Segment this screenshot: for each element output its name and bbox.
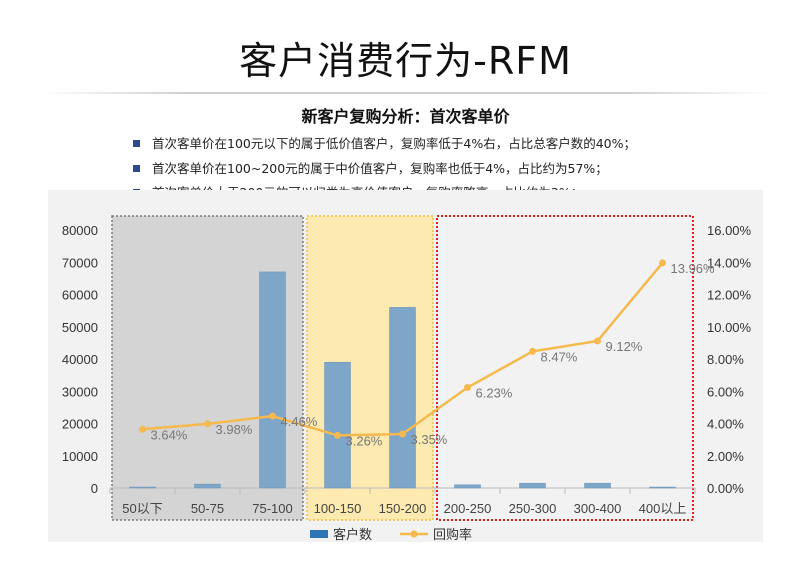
page-title: 客户消费行为-RFM	[239, 39, 572, 83]
y-right-tick-label: 8.00%	[707, 352, 744, 367]
data-label: 13.96%	[671, 261, 716, 276]
y-right-tick-label: 0.00%	[707, 481, 744, 496]
y-right-tick-label: 4.00%	[707, 417, 744, 432]
y-left-tick-label: 50000	[62, 320, 98, 335]
line-point	[594, 337, 601, 345]
x-tick-label: 400以上	[639, 501, 687, 516]
bar-customers	[454, 484, 481, 489]
data-label: 8.47%	[541, 349, 578, 364]
y-left-tick-label: 0	[91, 481, 98, 496]
bar-customers	[129, 486, 156, 489]
bar-customers	[324, 361, 351, 489]
y-left-tick-label: 80000	[62, 223, 98, 238]
x-tick-label: 50-75	[191, 501, 224, 516]
square-bullet-icon	[133, 140, 140, 147]
x-tick-label: 300-400	[574, 501, 622, 516]
data-label: 3.35%	[411, 432, 448, 447]
bullet-text: 首次客单价在100元以下的属于低价值客户，复购率低于4%右，占比总客户数的40%…	[152, 136, 636, 151]
y-left-tick-label: 70000	[62, 255, 98, 270]
legend-label-customers: 客户数	[333, 527, 372, 543]
data-label: 3.64%	[151, 427, 188, 442]
y-left-tick-label: 40000	[62, 352, 98, 367]
legend-line-marker	[410, 530, 418, 538]
line-point	[204, 420, 211, 428]
line-point	[529, 347, 536, 355]
x-tick-label: 150-200	[379, 501, 427, 516]
bar-customers	[584, 482, 611, 489]
x-tick-label: 250-300	[509, 501, 557, 516]
bar-customers	[259, 271, 286, 489]
x-tick-label: 200-250	[444, 501, 492, 516]
bullet-item-mid: 首次客单价在100~200元的属于中价值客户，复购率也低于4%，占比约为57%；	[133, 157, 636, 182]
line-point	[334, 431, 341, 439]
line-point	[464, 384, 471, 392]
y-left-tick-label: 10000	[62, 449, 98, 464]
bullet-list: 首次客单价在100元以下的属于低价值客户，复购率低于4%右，占比总客户数的40%…	[133, 132, 636, 206]
legend-label-repurchase: 回购率	[433, 527, 472, 543]
high-value-group-box	[436, 215, 694, 521]
bullet-text: 首次客单价在100~200元的属于中价值客户，复购率也低于4%，占比约为57%；	[152, 160, 608, 176]
y-left-tick-label: 60000	[62, 288, 98, 303]
line-point	[659, 259, 666, 267]
x-tick-label: 75-100	[252, 501, 292, 516]
data-label: 6.23%	[476, 386, 513, 401]
bar-customers	[194, 483, 221, 489]
y-left-tick-label: 20000	[62, 417, 98, 432]
bullet-item-low: 首次客单价在100元以下的属于低价值客户，复购率低于4%右，占比总客户数的40%…	[133, 132, 636, 157]
bar-customers	[389, 307, 416, 489]
data-label: 9.12%	[606, 339, 643, 354]
x-tick-label: 100-150	[314, 501, 362, 516]
data-label: 4.46%	[281, 414, 318, 429]
data-label: 3.26%	[346, 433, 383, 448]
y-left-tick-label: 30000	[62, 384, 98, 399]
line-point	[269, 412, 276, 420]
y-right-tick-label: 10.00%	[707, 320, 752, 335]
legend-bar-swatch	[310, 530, 328, 538]
y-right-tick-label: 14.00%	[707, 255, 752, 270]
y-right-tick-label: 12.00%	[707, 288, 752, 303]
bar-customers	[519, 482, 546, 489]
y-right-tick-label: 16.00%	[707, 223, 752, 238]
title-divider	[40, 92, 771, 94]
data-label: 3.98%	[216, 422, 253, 437]
line-point	[139, 425, 146, 433]
x-tick-label: 50以下	[122, 501, 162, 516]
bar-customers	[649, 486, 676, 489]
square-bullet-icon	[133, 164, 140, 172]
y-right-tick-label: 6.00%	[707, 384, 744, 399]
y-right-tick-label: 2.00%	[707, 449, 744, 464]
line-point	[399, 430, 406, 438]
chart-subtitle: 新客户复购分析：首次客单价	[301, 107, 510, 126]
